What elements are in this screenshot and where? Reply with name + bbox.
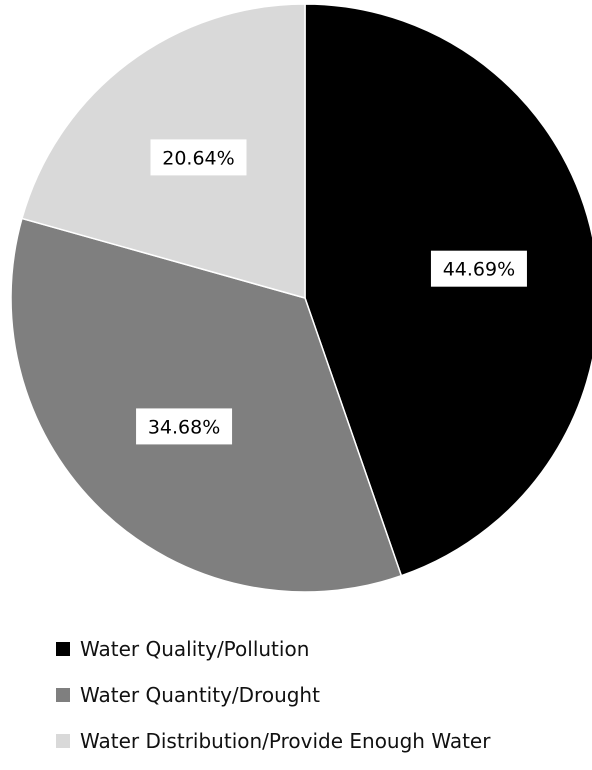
data-label-box: [430, 250, 527, 287]
legend-swatch: [56, 642, 70, 656]
data-label-text: 20.64%: [162, 147, 234, 169]
data-label-text: 44.69%: [443, 259, 515, 281]
legend-swatch: [56, 734, 70, 748]
legend-label: Water Distribution/Provide Enough Water: [80, 729, 491, 753]
pie-data-labels: 44.69% 34.68% 20.64%: [136, 139, 527, 445]
data-label-water-distribution: 20.64%: [150, 139, 247, 176]
data-label-water-quantity: 34.68%: [136, 408, 233, 445]
data-label-box: [150, 139, 247, 176]
legend-label: Water Quantity/Drought: [80, 683, 320, 707]
slice-water-quality: [304, 3, 592, 577]
data-label-water-quality: 44.69%: [430, 250, 527, 287]
legend-label: Water Quality/Pollution: [80, 637, 310, 661]
pie-slices: [10, 3, 592, 593]
legend: Water Quality/Pollution Water Quantity/D…: [56, 630, 490, 768]
legend-item-water-distribution: Water Distribution/Provide Enough Water: [56, 722, 490, 760]
data-label-text: 34.68%: [148, 416, 220, 438]
legend-swatch: [56, 688, 70, 702]
legend-item-water-quality: Water Quality/Pollution: [56, 630, 490, 668]
pie-chart: 44.69% 34.68% 20.64%: [10, 3, 592, 593]
slice-water-quantity: [10, 217, 403, 593]
legend-item-water-quantity: Water Quantity/Drought: [56, 676, 490, 714]
data-label-box: [136, 408, 233, 445]
